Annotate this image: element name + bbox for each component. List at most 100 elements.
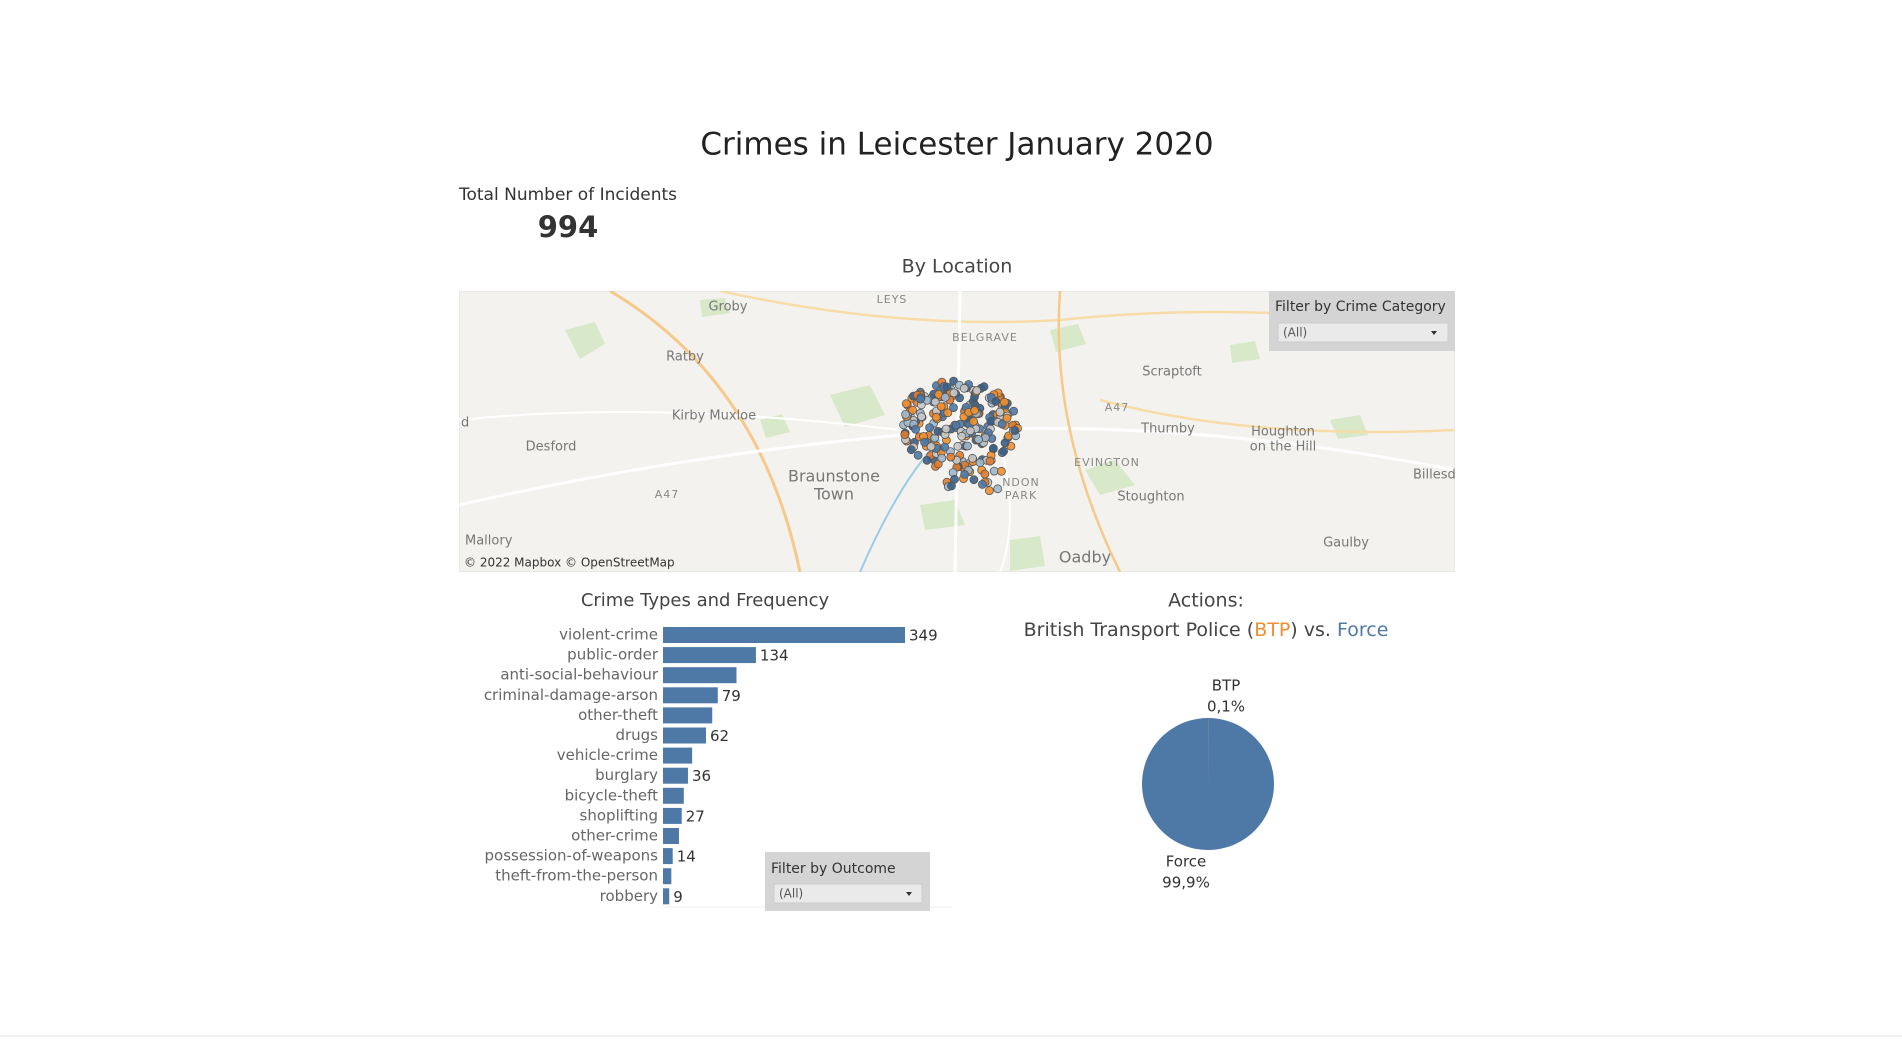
crime-point: [980, 469, 990, 479]
bar[interactable]: [663, 747, 693, 764]
crime-point: [930, 397, 940, 407]
crime-point: [917, 412, 926, 422]
crime-point: [993, 484, 1003, 494]
bar[interactable]: [663, 848, 673, 865]
crime-point: [989, 443, 998, 453]
crime-point: [989, 466, 999, 476]
crime-point: [900, 430, 910, 440]
dropdown-arrow: [906, 892, 912, 896]
crime-point: [949, 388, 959, 398]
crime-point: [926, 442, 936, 452]
filter-value: (All): [1283, 326, 1307, 340]
crime-point: [963, 441, 972, 451]
filter-dropdown[interactable]: [773, 883, 923, 904]
value-label: 27: [686, 807, 705, 825]
filter-label: Filter by Crime Category: [1275, 299, 1446, 315]
crime-point: [969, 475, 979, 485]
crime-point: [1010, 426, 1020, 435]
crime-point: [901, 409, 910, 419]
crime-point: [947, 481, 956, 491]
category-label: burglary: [595, 766, 658, 784]
value-label: 349: [909, 627, 938, 645]
crime-point: [965, 426, 975, 436]
bar[interactable]: [663, 727, 706, 744]
crime-point: [953, 441, 963, 451]
crime-point: [942, 382, 952, 392]
category-label: shoplifting: [580, 806, 658, 824]
crime-point: [985, 456, 995, 466]
crime-point: [913, 450, 923, 460]
kpi-label: Total Number of Incidents: [458, 185, 677, 205]
map-attribution: © 2022 Mapbox © OpenStreetMap: [464, 556, 675, 570]
crime-category-filter[interactable]: Filter by Crime Category (All): [1269, 291, 1455, 351]
crime-point: [937, 453, 947, 463]
crime-point: [968, 453, 977, 463]
bar[interactable]: [663, 828, 679, 844]
bar[interactable]: [663, 647, 756, 664]
place-label: Gaulby: [1323, 536, 1369, 551]
place-label: Scraptoft: [1142, 365, 1201, 380]
place-label: BELGRAVE: [952, 331, 1018, 344]
crime-point: [949, 403, 958, 413]
bar[interactable]: [663, 707, 713, 724]
bar[interactable]: [663, 868, 672, 885]
category-label: criminal-damage-arson: [484, 686, 658, 704]
place-label: NDON: [1002, 476, 1040, 489]
outcome-filter[interactable]: Filter by Outcome (All): [765, 852, 930, 911]
category-label: public-order: [567, 646, 659, 664]
bar[interactable]: [663, 767, 688, 784]
category-label: violent-crime: [559, 626, 658, 644]
place-label: Mallory: [465, 534, 513, 549]
category-label: possession-of-weapons: [485, 847, 659, 865]
crime-point: [1000, 438, 1010, 448]
bar[interactable]: [663, 807, 682, 824]
crime-point: [946, 452, 956, 462]
crime-point: [940, 392, 950, 402]
crime-point: [955, 393, 964, 403]
place-label: d: [461, 416, 469, 431]
map-parks: [565, 298, 1368, 571]
crime-point: [920, 437, 929, 447]
value-label: 9: [673, 888, 683, 906]
crime-point: [1009, 406, 1018, 416]
bar[interactable]: [663, 667, 737, 684]
place-label: EVINGTON: [1074, 456, 1140, 469]
pie-label: BTP: [1212, 677, 1241, 695]
crime-point: [979, 382, 989, 392]
place-label: Oadby: [1059, 548, 1111, 567]
crime-point: [940, 442, 950, 452]
bar[interactable]: [663, 888, 670, 905]
crime-point: [970, 406, 979, 415]
value-label: 14: [677, 848, 696, 866]
filter-dropdown[interactable]: [1277, 322, 1449, 343]
dashboard-title: Crimes in Leicester January 2020: [700, 127, 1213, 163]
crime-point: [906, 445, 916, 455]
pie-chart: BTP 0,1% Force 99,9%: [1141, 677, 1274, 892]
pie-value-label: 0,1%: [1207, 698, 1245, 716]
pie-subtitle: British Transport Police (BTP) vs. Force: [1024, 619, 1389, 641]
crime-point: [916, 394, 925, 404]
subtitle-part: ) vs.: [1290, 619, 1337, 641]
kpi-value: 994: [538, 210, 599, 244]
place-label: Thurnby: [1140, 422, 1195, 437]
pie-slice[interactable]: [1141, 718, 1274, 851]
crime-point: [943, 408, 953, 418]
place-label: Ratby: [666, 350, 704, 365]
crime-point: [957, 431, 967, 441]
category-label: bicycle-theft: [565, 786, 659, 804]
place-label: LEYS: [877, 293, 908, 306]
bar[interactable]: [663, 687, 718, 704]
filter-value: (All): [779, 887, 803, 901]
bar-chart: violent-crime 349 public-order 134 anti-soci…: [484, 626, 938, 906]
crime-point: [985, 486, 994, 496]
bar[interactable]: [663, 787, 684, 804]
crime-points: [899, 376, 1022, 496]
bar[interactable]: [663, 627, 905, 643]
crime-point: [969, 417, 978, 426]
crime-point: [959, 383, 969, 393]
category-label: vehicle-crime: [557, 746, 658, 764]
crime-point: [936, 402, 946, 412]
dropdown-arrow: [1431, 331, 1437, 335]
crime-point: [908, 405, 917, 415]
